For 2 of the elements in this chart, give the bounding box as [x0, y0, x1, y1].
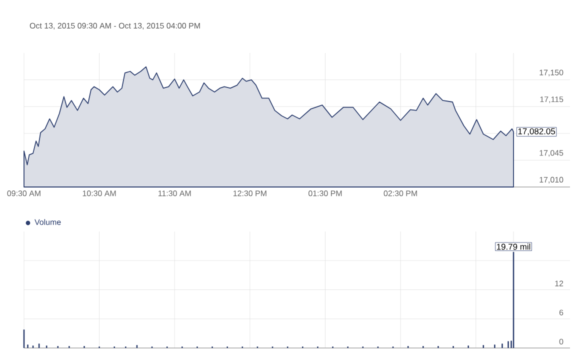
- data-label: 19.79 mil: [496, 244, 530, 250]
- annotation: 17,082.05: [518, 128, 556, 136]
